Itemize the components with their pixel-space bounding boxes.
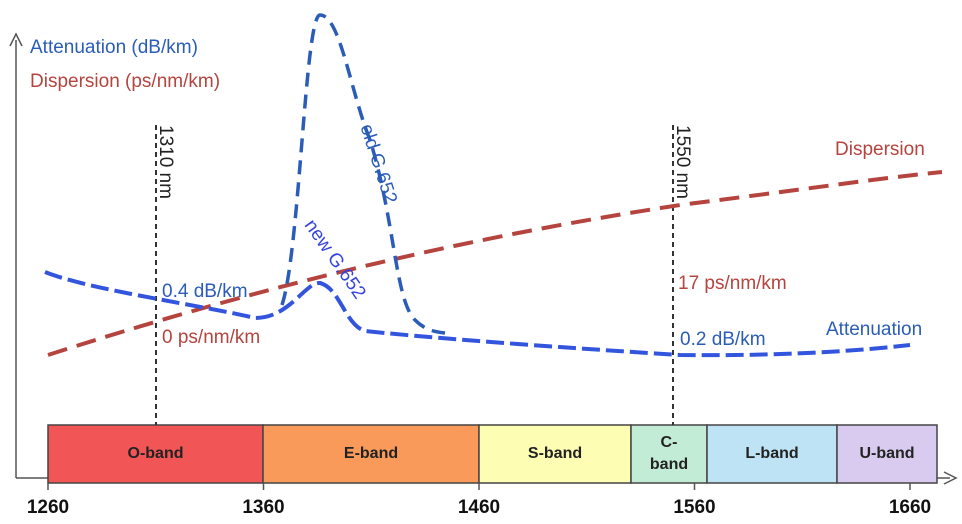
band	[262, 424, 480, 484]
band-label: O-band	[128, 445, 184, 462]
x-tick-label: 1560	[673, 497, 715, 518]
marker-label: 1550 nm	[672, 125, 693, 199]
x-tick-label: 1260	[27, 497, 69, 518]
band-label: S-band	[528, 445, 582, 462]
legend-dispersion: Dispersion (ps/nm/km)	[30, 71, 220, 92]
band-label: C-	[661, 434, 678, 451]
annotation: 0.2 dB/km	[680, 329, 766, 350]
annotation: 0 ps/nm/km	[162, 327, 260, 348]
band	[47, 424, 264, 484]
x-tick-label: 1460	[458, 497, 500, 518]
annotation: 17 ps/nm/km	[678, 273, 787, 294]
marker-label: 1310 nm	[155, 125, 176, 199]
new-attenuation-curve	[44, 270, 911, 358]
x-ticks: 1260 1360 1460 1560 1660	[27, 483, 931, 518]
legend-attenuation: Attenuation (dB/km)	[30, 37, 198, 58]
dispersion-label: Dispersion	[835, 139, 925, 160]
attenuation-label: Attenuation	[826, 319, 922, 340]
new-label: new G.652	[300, 216, 370, 303]
band	[478, 424, 632, 484]
old-attenuation-curve	[280, 13, 446, 335]
x-tick-label: 1660	[889, 497, 931, 518]
band	[630, 424, 708, 484]
y-arrow	[9, 32, 23, 47]
x-tick-label: 1360	[242, 497, 284, 518]
band-label: U-band	[859, 445, 914, 462]
band	[706, 424, 838, 484]
band-label: band	[650, 456, 688, 473]
band-label: L-band	[745, 445, 798, 462]
old-label: old G.652	[355, 122, 400, 207]
bands: O-band E-band S-band C-band L-band U-band	[47, 424, 938, 484]
annotation: 0.4 dB/km	[162, 281, 248, 302]
band-label: E-band	[344, 445, 398, 462]
x-arrow	[943, 471, 958, 485]
dispersion-curve	[47, 170, 943, 357]
band	[836, 424, 938, 484]
